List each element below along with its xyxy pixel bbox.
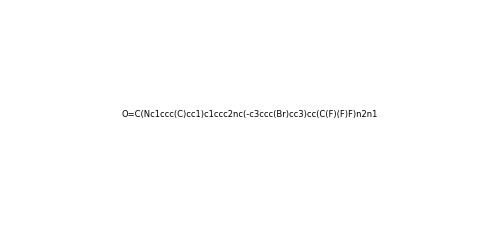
Text: O=C(Nc1ccc(C)cc1)c1ccc2nc(-c3ccc(Br)cc3)cc(C(F)(F)F)n2n1: O=C(Nc1ccc(C)cc1)c1ccc2nc(-c3ccc(Br)cc3)…: [121, 110, 378, 119]
